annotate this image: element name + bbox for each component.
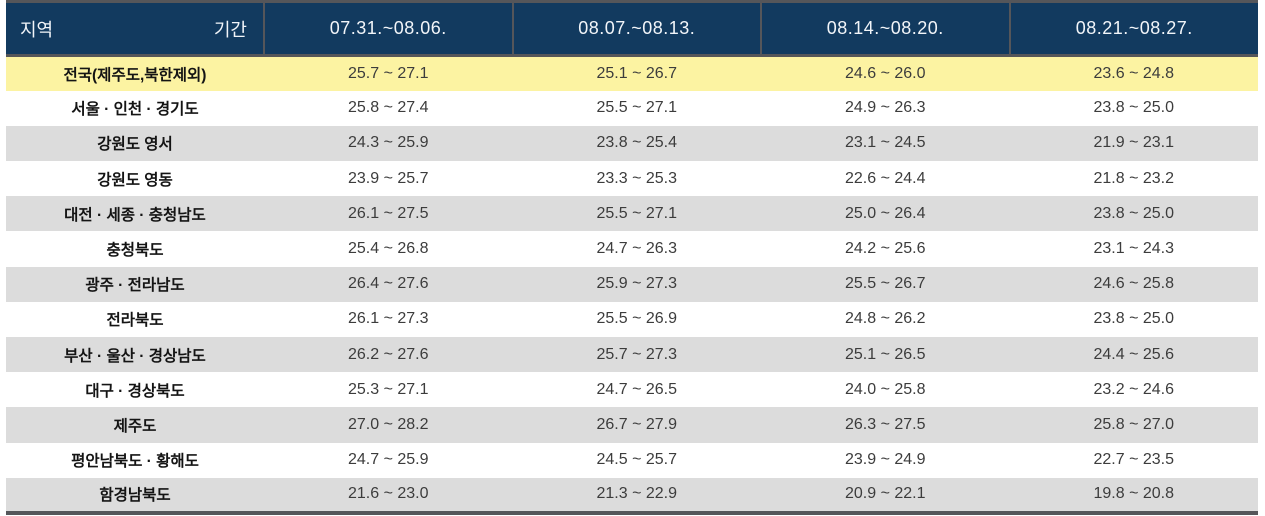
temp-range-cell: 24.0 ~ 25.8 <box>844 380 926 398</box>
temp-range-cell: 23.9 ~ 25.7 <box>347 169 429 187</box>
table-row: 부산 · 울산 · 경상남도 26.2 ~ 27.6 25.7 ~ 27.3 25.1… <box>6 337 1258 373</box>
temp-range-cell: 23.9 ~ 24.9 <box>844 451 926 469</box>
temp-range-cell: 25.3 ~ 27.1 <box>347 380 429 398</box>
region-name-cell: 강원도 영동 <box>97 171 173 189</box>
region-name-cell: 대전 · 세종 · 충청남도 <box>64 206 206 224</box>
region-name-cell: 부산 · 울산 · 경상남도 <box>64 347 206 365</box>
temp-range-cell: 23.2 ~ 24.6 <box>1093 380 1174 398</box>
region-name-cell: 제주도 <box>113 417 157 435</box>
table-row: 강원도 영동 23.9 ~ 25.7 23.3 ~ 25.3 22.6 ~ 24.4 2… <box>6 161 1258 197</box>
temp-range-cell: 25.8 ~ 27.4 <box>347 99 429 117</box>
temp-range-cell: 25.7 ~ 27.3 <box>596 345 677 363</box>
region-name-cell: 충청북도 <box>106 242 164 260</box>
region-axis-label: 지역 <box>20 19 54 40</box>
temp-range-cell: 26.1 ~ 27.3 <box>347 310 429 328</box>
temp-range-cell: 26.3 ~ 27.5 <box>844 415 926 433</box>
region-name-cell: 강원도 영서 <box>97 136 173 154</box>
temp-range-cell: 24.9 ~ 26.3 <box>844 99 926 117</box>
region-name-cell: 전국(제주도,북한제외) <box>63 66 207 84</box>
temp-range-cell: 24.4 ~ 25.6 <box>1093 345 1174 363</box>
temp-range-cell: 24.6 ~ 26.0 <box>844 64 926 82</box>
temp-range-cell: 26.2 ~ 27.6 <box>347 345 429 363</box>
temp-range-cell: 23.6 ~ 24.8 <box>1093 64 1174 82</box>
temp-range-cell: 24.3 ~ 25.9 <box>347 134 429 152</box>
region-name-cell: 광주 · 전라남도 <box>85 277 185 295</box>
temp-range-cell: 24.8 ~ 26.2 <box>844 310 926 328</box>
region-name-cell: 대구 · 경상북도 <box>85 382 185 400</box>
temp-range-cell: 25.5 ~ 27.1 <box>596 204 677 222</box>
temp-range-cell: 23.1 ~ 24.3 <box>1093 240 1174 258</box>
temp-range-cell: 23.8 ~ 25.0 <box>1093 310 1174 328</box>
temp-range-cell: 25.5 ~ 26.9 <box>596 310 677 328</box>
corner-header-cell: 지역 기간 <box>6 0 264 57</box>
region-name-cell: 함경남북도 <box>99 487 171 505</box>
temp-range-cell: 23.1 ~ 24.5 <box>844 134 926 152</box>
period-axis-label: 기간 <box>213 19 247 40</box>
temperature-forecast-table: 지역 기간 07.31.~08.06. 08.07.~08.13. 08.14.~0… <box>6 0 1258 515</box>
temp-range-cell: 26.4 ~ 27.6 <box>347 275 429 293</box>
temp-range-cell: 23.8 ~ 25.0 <box>1093 99 1174 117</box>
temp-range-cell: 25.1 ~ 26.5 <box>844 345 926 363</box>
period-header-cell-0: 07.31.~08.06. <box>263 0 513 57</box>
region-name-cell: 서울 · 인천 · 경기도 <box>71 101 199 119</box>
temp-range-cell: 21.8 ~ 23.2 <box>1093 169 1174 187</box>
header-row: 지역 기간 07.31.~08.06. 08.07.~08.13. 08.14.~0… <box>6 0 1258 57</box>
temp-range-cell: 24.6 ~ 25.8 <box>1093 275 1174 293</box>
region-name-cell: 평안남북도 · 황해도 <box>71 453 199 471</box>
temp-range-cell: 24.7 ~ 26.3 <box>596 240 677 258</box>
temp-range-cell: 25.5 ~ 27.1 <box>596 99 677 117</box>
temp-range-cell: 25.5 ~ 26.7 <box>844 275 926 293</box>
period-header-cell-1: 08.07.~08.13. <box>511 0 761 57</box>
table-row: 제주도 27.0 ~ 28.2 26.7 ~ 27.9 26.3 ~ 27.5 25.8… <box>6 407 1258 443</box>
table-row: 전국(제주도,북한제외) 25.7 ~ 27.1 25.1 ~ 26.7 24.6 ~… <box>6 55 1258 91</box>
temp-range-cell: 22.7 ~ 23.5 <box>1093 451 1174 469</box>
table-body: 전국(제주도,북한제외) 25.7 ~ 27.1 25.1 ~ 26.7 24.6 ~… <box>6 55 1258 513</box>
table-row: 대구 · 경상북도 25.3 ~ 27.1 24.7 ~ 26.5 24.0 ~ 25… <box>6 372 1258 408</box>
table-row: 강원도 영서 24.3 ~ 25.9 23.8 ~ 25.4 23.1 ~ 24.5 2… <box>6 125 1258 162</box>
temp-range-cell: 21.9 ~ 23.1 <box>1093 134 1174 152</box>
temp-range-cell: 23.8 ~ 25.4 <box>596 134 677 152</box>
temp-range-cell: 25.8 ~ 27.0 <box>1093 415 1174 433</box>
table-row: 서울 · 인천 · 경기도 25.8 ~ 27.4 25.5 ~ 27.1 24.9 … <box>6 90 1258 126</box>
table-row: 함경남북도 21.6 ~ 23.0 21.3 ~ 22.9 20.9 ~ 22.1 19… <box>6 477 1258 513</box>
temp-range-cell: 25.1 ~ 26.7 <box>596 64 677 82</box>
table-row: 전라북도 26.1 ~ 27.3 25.5 ~ 26.9 24.8 ~ 26.2 23.… <box>6 301 1258 337</box>
region-name-cell: 전라북도 <box>106 312 164 330</box>
temp-range-cell: 24.2 ~ 25.6 <box>844 240 926 258</box>
temp-range-cell: 19.8 ~ 20.8 <box>1093 485 1174 503</box>
temp-range-cell: 23.8 ~ 25.0 <box>1093 204 1174 222</box>
temp-range-cell: 26.7 ~ 27.9 <box>596 415 677 433</box>
temp-range-cell: 25.0 ~ 26.4 <box>844 204 926 222</box>
temp-range-cell: 23.3 ~ 25.3 <box>596 169 677 187</box>
period-header-cell-3: 08.21.~08.27. <box>1008 0 1258 57</box>
temp-range-cell: 25.9 ~ 27.3 <box>596 275 677 293</box>
table-row: 대전 · 세종 · 충청남도 26.1 ~ 27.5 25.5 ~ 27.1 25.0… <box>6 196 1258 232</box>
temp-range-cell: 21.6 ~ 23.0 <box>347 485 429 503</box>
temp-range-cell: 24.7 ~ 26.5 <box>596 380 677 398</box>
temp-range-cell: 22.6 ~ 24.4 <box>844 169 926 187</box>
table-row: 광주 · 전라남도 26.4 ~ 27.6 25.9 ~ 27.3 25.5 ~ 26… <box>6 266 1258 302</box>
temp-range-cell: 25.7 ~ 27.1 <box>347 64 429 82</box>
table-row: 충청북도 25.4 ~ 26.8 24.7 ~ 26.3 24.2 ~ 25.6 23.… <box>6 231 1258 267</box>
temp-range-cell: 27.0 ~ 28.2 <box>347 415 429 433</box>
temp-range-cell: 25.4 ~ 26.8 <box>347 240 429 258</box>
temp-range-cell: 24.7 ~ 25.9 <box>347 451 429 469</box>
temp-range-cell: 26.1 ~ 27.5 <box>347 204 429 222</box>
table-row: 평안남북도 · 황해도 24.7 ~ 25.9 24.5 ~ 25.7 23.9 ~ … <box>6 442 1258 478</box>
temp-range-cell: 21.3 ~ 22.9 <box>596 485 677 503</box>
temp-range-cell: 24.5 ~ 25.7 <box>596 451 677 469</box>
temp-range-cell: 20.9 ~ 22.1 <box>844 485 926 503</box>
period-header-cell-2: 08.14.~08.20. <box>760 0 1010 57</box>
